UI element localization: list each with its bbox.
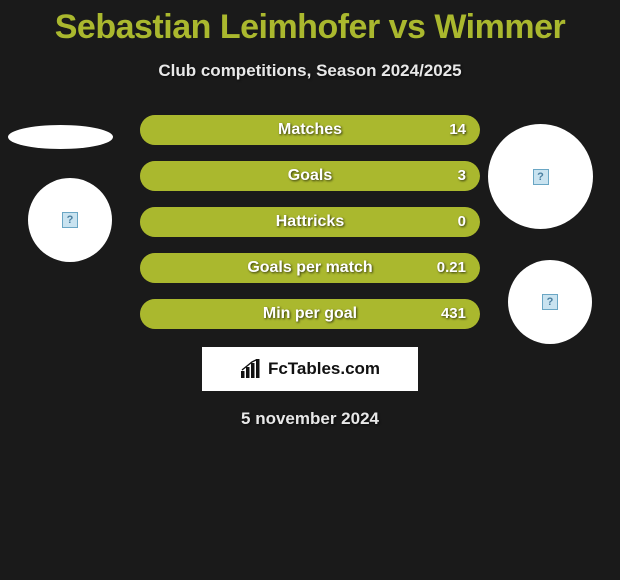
chart-icon: [240, 359, 262, 379]
page-title: Sebastian Leimhofer vs Wimmer: [0, 0, 620, 47]
stat-row: Matches14: [140, 115, 480, 145]
stat-row: Goals3: [140, 161, 480, 191]
brand-text: FcTables.com: [268, 359, 380, 379]
avatar-right-bottom: ?: [508, 260, 592, 344]
stat-label: Matches: [140, 115, 480, 145]
avatar-right-top: ?: [488, 124, 593, 229]
stat-row: Min per goal431: [140, 299, 480, 329]
stat-value-right: 3: [458, 161, 466, 191]
stat-value-right: 0.21: [437, 253, 466, 283]
stat-value-right: 0: [458, 207, 466, 237]
stat-row: Goals per match0.21: [140, 253, 480, 283]
stat-value-right: 431: [441, 299, 466, 329]
placeholder-icon: ?: [62, 212, 78, 228]
stat-row: Hattricks0: [140, 207, 480, 237]
date-text: 5 november 2024: [0, 409, 620, 429]
brand-box[interactable]: FcTables.com: [202, 347, 418, 391]
stat-label: Goals: [140, 161, 480, 191]
stat-label: Goals per match: [140, 253, 480, 283]
avatar-left-top: [8, 125, 113, 149]
subtitle: Club competitions, Season 2024/2025: [0, 61, 620, 81]
placeholder-icon: ?: [542, 294, 558, 310]
placeholder-icon: ?: [533, 169, 549, 185]
avatar-left-bottom: ?: [28, 178, 112, 262]
stat-label: Min per goal: [140, 299, 480, 329]
stat-label: Hattricks: [140, 207, 480, 237]
stat-value-right: 14: [449, 115, 466, 145]
